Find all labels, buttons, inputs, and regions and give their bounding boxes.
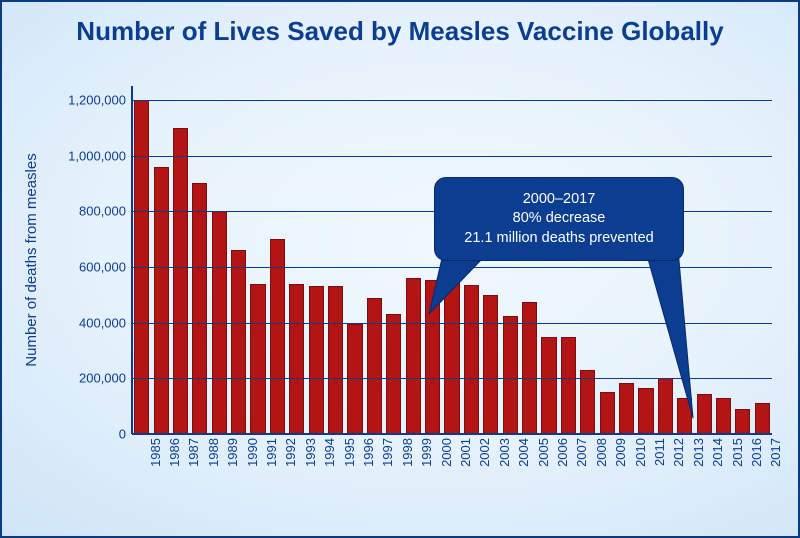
x-tick-label: 2011 <box>652 434 667 466</box>
bar <box>580 370 595 434</box>
x-tick-label: 2010 <box>633 434 648 467</box>
callout-line: 21.1 million deaths prevented <box>464 229 653 249</box>
bar <box>503 316 518 434</box>
bar <box>735 409 750 434</box>
gridline <box>132 323 772 324</box>
y-tick-label: 400,000 <box>79 315 132 330</box>
bar <box>192 183 207 434</box>
y-tick-label: 200,000 <box>79 371 132 386</box>
bar <box>386 314 401 434</box>
bar <box>444 282 459 434</box>
bar <box>464 285 479 434</box>
bar <box>231 250 246 434</box>
x-tick-label: 1987 <box>186 434 201 467</box>
bar <box>755 403 770 434</box>
bar <box>619 383 634 435</box>
chart-stage: Number of Lives Saved by Measles Vaccine… <box>0 0 800 538</box>
bar <box>309 286 324 434</box>
x-tick-label: 2000 <box>439 434 454 467</box>
bar <box>173 128 188 434</box>
x-tick-label: 1995 <box>342 434 357 467</box>
bar <box>600 392 615 434</box>
x-tick-label: 2009 <box>613 434 628 467</box>
x-tick-label: 1990 <box>245 434 260 467</box>
bar <box>250 284 265 434</box>
y-tick-label: 1,000,000 <box>68 148 132 163</box>
x-tick-label: 1994 <box>322 434 337 467</box>
x-tick-label: 1989 <box>225 434 240 467</box>
x-tick-label: 2007 <box>574 434 589 467</box>
x-tick-label: 2003 <box>497 434 512 467</box>
x-tick-label: 1992 <box>283 434 298 467</box>
x-tick-label: 2004 <box>516 434 531 467</box>
callout-line: 2000–2017 <box>523 190 596 210</box>
x-tick-label: 1991 <box>264 434 279 467</box>
gridline <box>132 100 772 101</box>
bar <box>697 394 712 434</box>
x-tick-label: 2015 <box>730 434 745 467</box>
bar <box>638 388 653 434</box>
y-tick-label: 800,000 <box>79 204 132 219</box>
bar <box>541 337 556 434</box>
x-tick-label: 1997 <box>380 434 395 467</box>
bar <box>367 298 382 434</box>
gridline <box>132 156 772 157</box>
bar <box>716 398 731 434</box>
x-tick-label: 1998 <box>400 434 415 467</box>
callout-line: 80% decrease <box>513 209 606 229</box>
y-axis <box>131 86 133 434</box>
bar <box>154 167 169 434</box>
x-tick-label: 2005 <box>536 434 551 467</box>
x-tick-label: 1986 <box>167 434 182 467</box>
gridline <box>132 267 772 268</box>
x-tick-label: 2017 <box>768 434 783 467</box>
bar <box>328 286 343 434</box>
bar <box>677 398 692 434</box>
bar <box>561 337 576 434</box>
x-tick-label: 1999 <box>419 434 434 467</box>
x-tick-label: 2006 <box>555 434 570 467</box>
x-tick-label: 2002 <box>477 434 492 467</box>
x-tick-label: 2012 <box>671 434 686 467</box>
chart-title: Number of Lives Saved by Measles Vaccine… <box>2 16 798 47</box>
bar <box>270 239 285 434</box>
bar <box>406 278 421 434</box>
x-tick-label: 1988 <box>206 434 221 467</box>
bar <box>522 302 537 434</box>
y-axis-title: Number of deaths from measles <box>23 153 40 366</box>
bar <box>483 295 498 434</box>
x-tick-label: 2008 <box>594 434 609 467</box>
gridline <box>132 378 772 379</box>
bar <box>425 280 440 435</box>
x-tick-label: 1985 <box>148 434 163 467</box>
x-tick-label: 2016 <box>749 434 764 467</box>
bar <box>289 284 304 434</box>
x-tick-label: 1993 <box>303 434 318 467</box>
bar <box>658 378 673 434</box>
x-tick-label: 2013 <box>691 434 706 467</box>
x-tick-label: 1996 <box>361 434 376 467</box>
callout-bubble: 2000–201780% decrease21.1 million deaths… <box>434 177 684 261</box>
y-tick-label: 600,000 <box>79 259 132 274</box>
y-tick-label: 1,200,000 <box>68 92 132 107</box>
x-tick-label: 2001 <box>458 434 473 467</box>
x-tick-label: 2014 <box>710 434 725 467</box>
y-tick-label: 0 <box>119 427 132 442</box>
